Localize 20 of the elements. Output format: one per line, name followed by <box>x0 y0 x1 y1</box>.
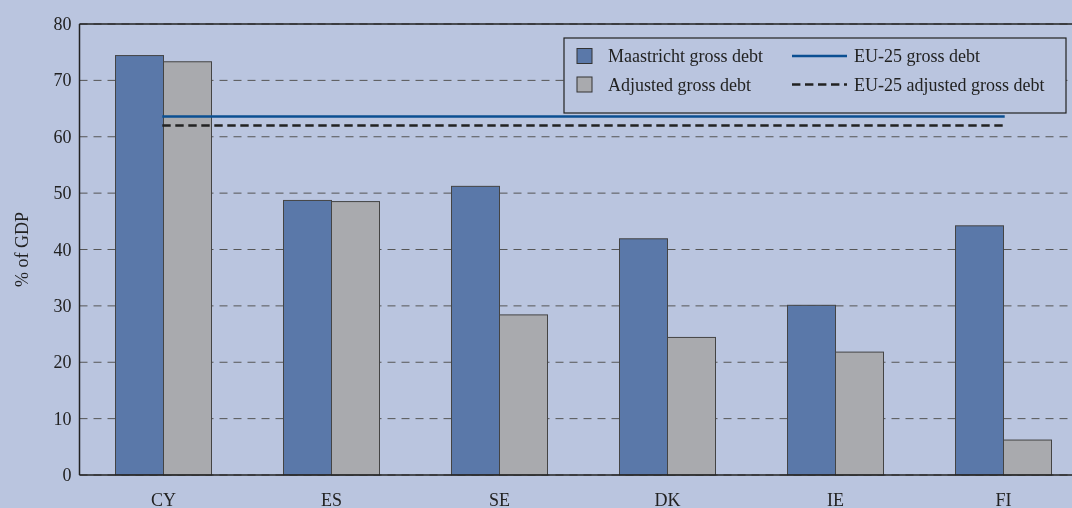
x-tick-label: IE <box>827 490 844 508</box>
legend-label: Maastricht gross debt <box>608 46 763 66</box>
legend-label: EU-25 adjusted gross debt <box>854 74 1045 95</box>
legend-label: Adjusted gross debt <box>608 74 751 95</box>
y-tick-label: 20 <box>53 352 72 373</box>
x-tick-label: FI <box>995 490 1012 508</box>
y-axis-title: % of GDP <box>12 212 32 287</box>
y-tick-label: 10 <box>53 408 72 429</box>
x-tick-label: CY <box>150 490 177 508</box>
y-tick-label: 40 <box>53 239 72 260</box>
x-tick-label: SE <box>488 490 511 508</box>
y-tick-label: 70 <box>53 70 72 91</box>
y-tick-label: 50 <box>53 183 72 204</box>
y-tick-label: 60 <box>53 126 72 147</box>
legend-label: EU-25 gross debt <box>854 46 980 66</box>
x-tick-label: DK <box>654 490 681 508</box>
y-tick-label: 30 <box>53 295 72 316</box>
x-tick-label: ES <box>320 490 343 508</box>
y-tick-label: 80 <box>53 14 72 34</box>
y-tick-label: 0 <box>62 465 72 485</box>
